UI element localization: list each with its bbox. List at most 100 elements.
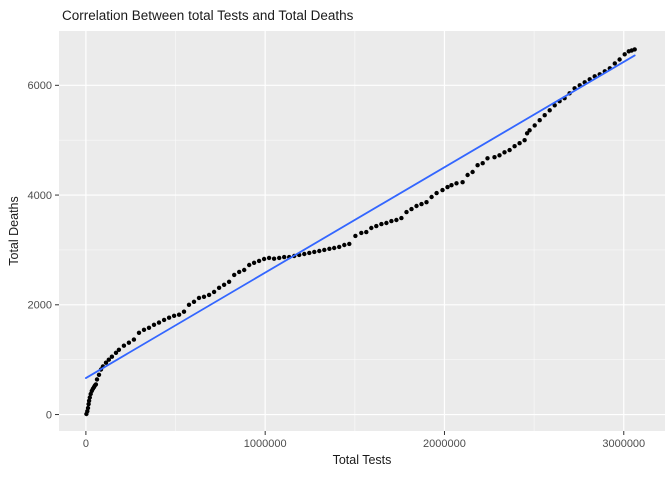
data-point bbox=[524, 131, 530, 136]
data-point bbox=[109, 354, 115, 359]
x-tick-label: 1000000 bbox=[244, 438, 287, 450]
data-point bbox=[277, 255, 282, 261]
data-point bbox=[542, 113, 547, 118]
data-point bbox=[384, 220, 389, 226]
data-point bbox=[532, 123, 537, 128]
data-point bbox=[171, 313, 177, 318]
data-point bbox=[251, 260, 257, 265]
data-point bbox=[617, 57, 622, 62]
y-tick-label: 2000 bbox=[28, 300, 52, 312]
data-point bbox=[226, 279, 232, 284]
data-point bbox=[353, 233, 358, 239]
data-point bbox=[126, 340, 132, 345]
data-point bbox=[156, 320, 162, 325]
data-point bbox=[86, 398, 92, 403]
data-point bbox=[414, 203, 419, 209]
data-point bbox=[216, 285, 222, 290]
data-point bbox=[282, 254, 287, 260]
x-tick-label: 2000000 bbox=[423, 438, 466, 450]
data-point bbox=[146, 325, 152, 330]
data-point bbox=[527, 128, 532, 133]
data-point bbox=[502, 150, 507, 155]
data-point bbox=[470, 169, 475, 175]
data-point bbox=[141, 327, 147, 332]
data-point bbox=[121, 343, 127, 348]
data-point bbox=[237, 269, 242, 275]
data-point bbox=[342, 242, 347, 248]
data-point bbox=[449, 183, 454, 188]
x-tick-label: 0 bbox=[83, 438, 89, 450]
data-point bbox=[522, 138, 527, 143]
x-axis-title: Total Tests bbox=[332, 453, 392, 467]
data-point bbox=[312, 249, 317, 255]
data-point bbox=[232, 272, 237, 278]
y-axis-title: Total Deaths bbox=[7, 196, 21, 266]
data-point bbox=[480, 161, 485, 166]
data-point bbox=[136, 330, 142, 335]
data-point bbox=[440, 187, 445, 193]
data-point bbox=[379, 221, 384, 227]
data-point bbox=[424, 200, 429, 205]
data-point bbox=[337, 244, 342, 250]
data-point bbox=[94, 377, 100, 382]
data-point bbox=[87, 395, 93, 400]
data-point bbox=[196, 295, 202, 301]
data-point bbox=[211, 289, 217, 295]
data-point bbox=[429, 194, 434, 200]
data-point bbox=[151, 322, 157, 327]
data-point bbox=[85, 405, 91, 411]
data-point bbox=[404, 209, 409, 215]
data-point bbox=[256, 258, 262, 264]
data-point bbox=[497, 153, 502, 158]
data-point bbox=[221, 282, 227, 287]
data-point bbox=[622, 52, 627, 57]
x-tick-label: 3000000 bbox=[602, 438, 645, 450]
data-point bbox=[517, 141, 522, 146]
data-point bbox=[434, 190, 439, 196]
data-point bbox=[369, 225, 374, 231]
data-point bbox=[93, 382, 99, 387]
data-point bbox=[266, 255, 272, 261]
data-point bbox=[445, 184, 450, 190]
data-point bbox=[507, 147, 512, 153]
data-point bbox=[332, 245, 337, 251]
data-point bbox=[465, 172, 470, 178]
data-point bbox=[359, 230, 364, 236]
data-point bbox=[201, 294, 207, 299]
data-point bbox=[409, 206, 414, 212]
data-point bbox=[317, 248, 322, 254]
data-point bbox=[327, 246, 332, 251]
data-point bbox=[394, 217, 399, 223]
data-point bbox=[389, 218, 394, 224]
data-point bbox=[460, 180, 465, 185]
data-point bbox=[547, 108, 552, 113]
data-point bbox=[492, 155, 497, 160]
data-point bbox=[181, 309, 187, 314]
data-point bbox=[512, 144, 517, 149]
data-point bbox=[106, 357, 112, 362]
data-point bbox=[96, 372, 102, 377]
data-point bbox=[347, 241, 352, 247]
data-point bbox=[86, 401, 91, 407]
data-point bbox=[131, 337, 137, 342]
regression-line bbox=[84, 54, 636, 379]
chart-title: Correlation Between total Tests and Tota… bbox=[62, 8, 354, 23]
data-point bbox=[206, 292, 212, 298]
data-point bbox=[612, 61, 617, 66]
data-point bbox=[247, 262, 252, 268]
y-tick-label: 6000 bbox=[28, 80, 52, 92]
data-point bbox=[537, 118, 542, 123]
data-point bbox=[322, 247, 327, 253]
data-point bbox=[419, 201, 424, 207]
data-point bbox=[399, 215, 404, 221]
y-tick-label: 4000 bbox=[28, 190, 52, 202]
data-point bbox=[302, 251, 307, 257]
data-point bbox=[632, 47, 637, 52]
data-point bbox=[374, 223, 379, 229]
y-tick-label: 0 bbox=[46, 409, 52, 421]
data-point bbox=[113, 350, 119, 355]
data-point bbox=[454, 181, 459, 186]
data-point bbox=[186, 302, 192, 307]
